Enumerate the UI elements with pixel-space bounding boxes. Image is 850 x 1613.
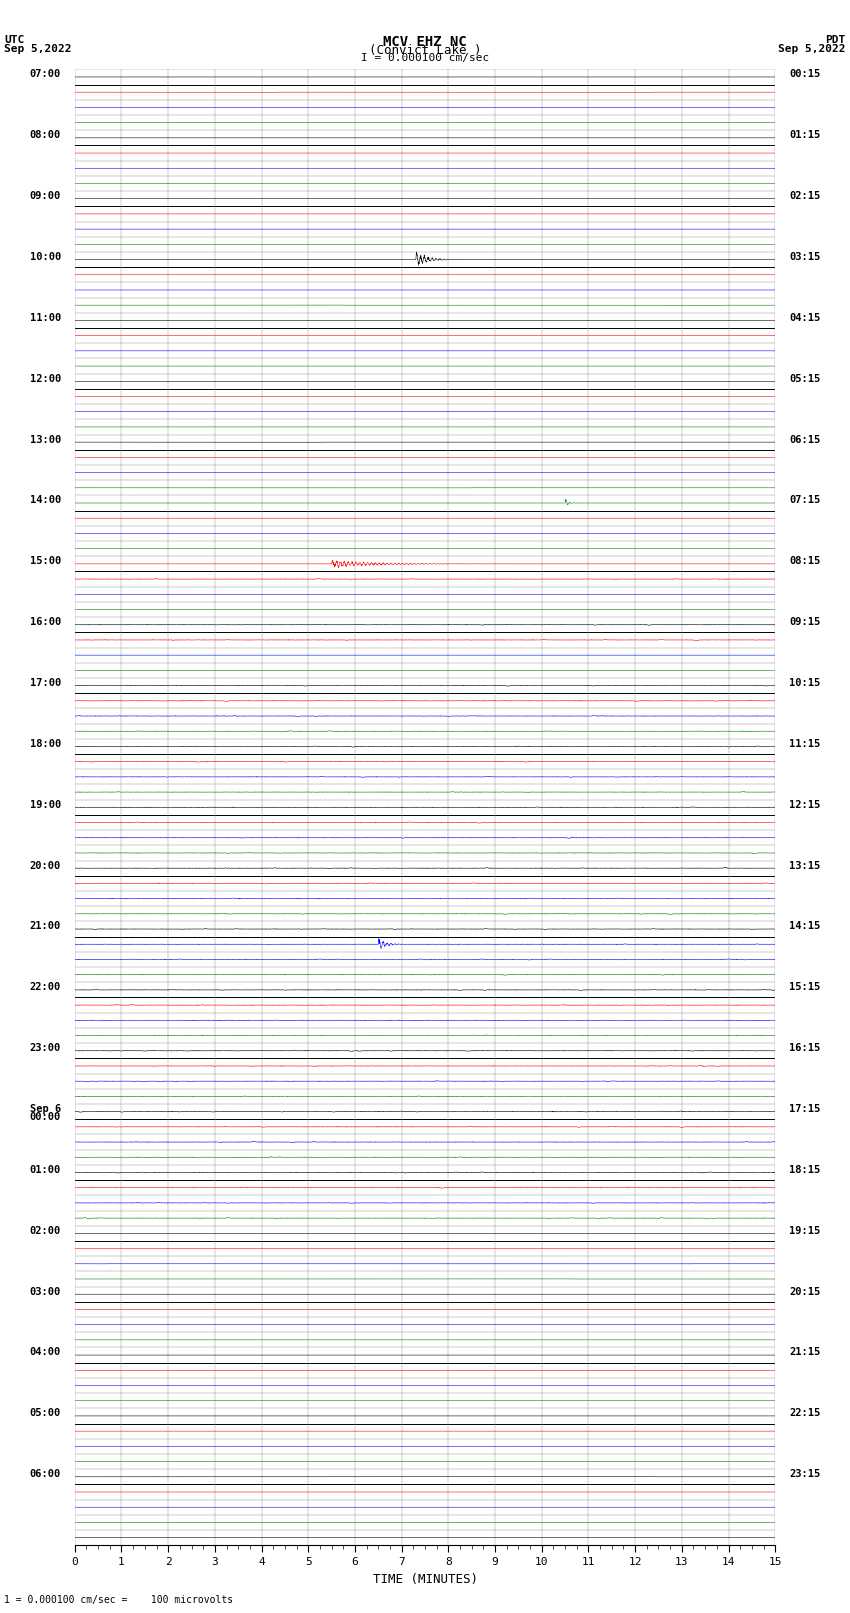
Text: 18:15: 18:15	[789, 1165, 820, 1174]
Text: (Convict Lake ): (Convict Lake )	[369, 44, 481, 56]
Text: 11:00: 11:00	[30, 313, 61, 323]
Text: 22:15: 22:15	[789, 1408, 820, 1418]
Text: 09:15: 09:15	[789, 618, 820, 627]
Text: 18:00: 18:00	[30, 739, 61, 748]
Text: 17:15: 17:15	[789, 1103, 820, 1115]
Text: 1 = 0.000100 cm/sec =    100 microvolts: 1 = 0.000100 cm/sec = 100 microvolts	[4, 1595, 234, 1605]
Text: 23:00: 23:00	[30, 1044, 61, 1053]
Text: 02:15: 02:15	[789, 190, 820, 202]
Text: 08:15: 08:15	[789, 556, 820, 566]
Text: 13:00: 13:00	[30, 434, 61, 445]
Text: 10:00: 10:00	[30, 252, 61, 261]
X-axis label: TIME (MINUTES): TIME (MINUTES)	[372, 1573, 478, 1586]
Text: 03:00: 03:00	[30, 1287, 61, 1297]
Text: 13:15: 13:15	[789, 861, 820, 871]
Text: 06:15: 06:15	[789, 434, 820, 445]
Text: 20:15: 20:15	[789, 1287, 820, 1297]
Text: PDT: PDT	[825, 35, 846, 45]
Text: 09:00: 09:00	[30, 190, 61, 202]
Text: Sep 5,2022: Sep 5,2022	[4, 44, 71, 53]
Text: 01:15: 01:15	[789, 131, 820, 140]
Text: 04:00: 04:00	[30, 1347, 61, 1358]
Text: 04:15: 04:15	[789, 313, 820, 323]
Text: 14:15: 14:15	[789, 921, 820, 931]
Text: 19:00: 19:00	[30, 800, 61, 810]
Text: Sep 5,2022: Sep 5,2022	[779, 44, 846, 53]
Text: 23:15: 23:15	[789, 1469, 820, 1479]
Text: 07:00: 07:00	[30, 69, 61, 79]
Text: 07:15: 07:15	[789, 495, 820, 505]
Text: MCV EHZ NC: MCV EHZ NC	[383, 35, 467, 50]
Text: 06:00: 06:00	[30, 1469, 61, 1479]
Text: 05:15: 05:15	[789, 374, 820, 384]
Text: 16:00: 16:00	[30, 618, 61, 627]
Text: 12:00: 12:00	[30, 374, 61, 384]
Text: 15:00: 15:00	[30, 556, 61, 566]
Text: 22:00: 22:00	[30, 982, 61, 992]
Text: Sep 6: Sep 6	[30, 1103, 61, 1115]
Text: 20:00: 20:00	[30, 861, 61, 871]
Text: I = 0.000100 cm/sec: I = 0.000100 cm/sec	[361, 53, 489, 63]
Text: 15:15: 15:15	[789, 982, 820, 992]
Text: 17:00: 17:00	[30, 677, 61, 689]
Text: 21:15: 21:15	[789, 1347, 820, 1358]
Text: 08:00: 08:00	[30, 131, 61, 140]
Text: 21:00: 21:00	[30, 921, 61, 931]
Text: 02:00: 02:00	[30, 1226, 61, 1236]
Text: 00:15: 00:15	[789, 69, 820, 79]
Text: 19:15: 19:15	[789, 1226, 820, 1236]
Text: 10:15: 10:15	[789, 677, 820, 689]
Text: 16:15: 16:15	[789, 1044, 820, 1053]
Text: 01:00: 01:00	[30, 1165, 61, 1174]
Text: 14:00: 14:00	[30, 495, 61, 505]
Text: 05:00: 05:00	[30, 1408, 61, 1418]
Text: 12:15: 12:15	[789, 800, 820, 810]
Text: UTC: UTC	[4, 35, 25, 45]
Text: 03:15: 03:15	[789, 252, 820, 261]
Text: 00:00: 00:00	[30, 1113, 61, 1123]
Text: 11:15: 11:15	[789, 739, 820, 748]
